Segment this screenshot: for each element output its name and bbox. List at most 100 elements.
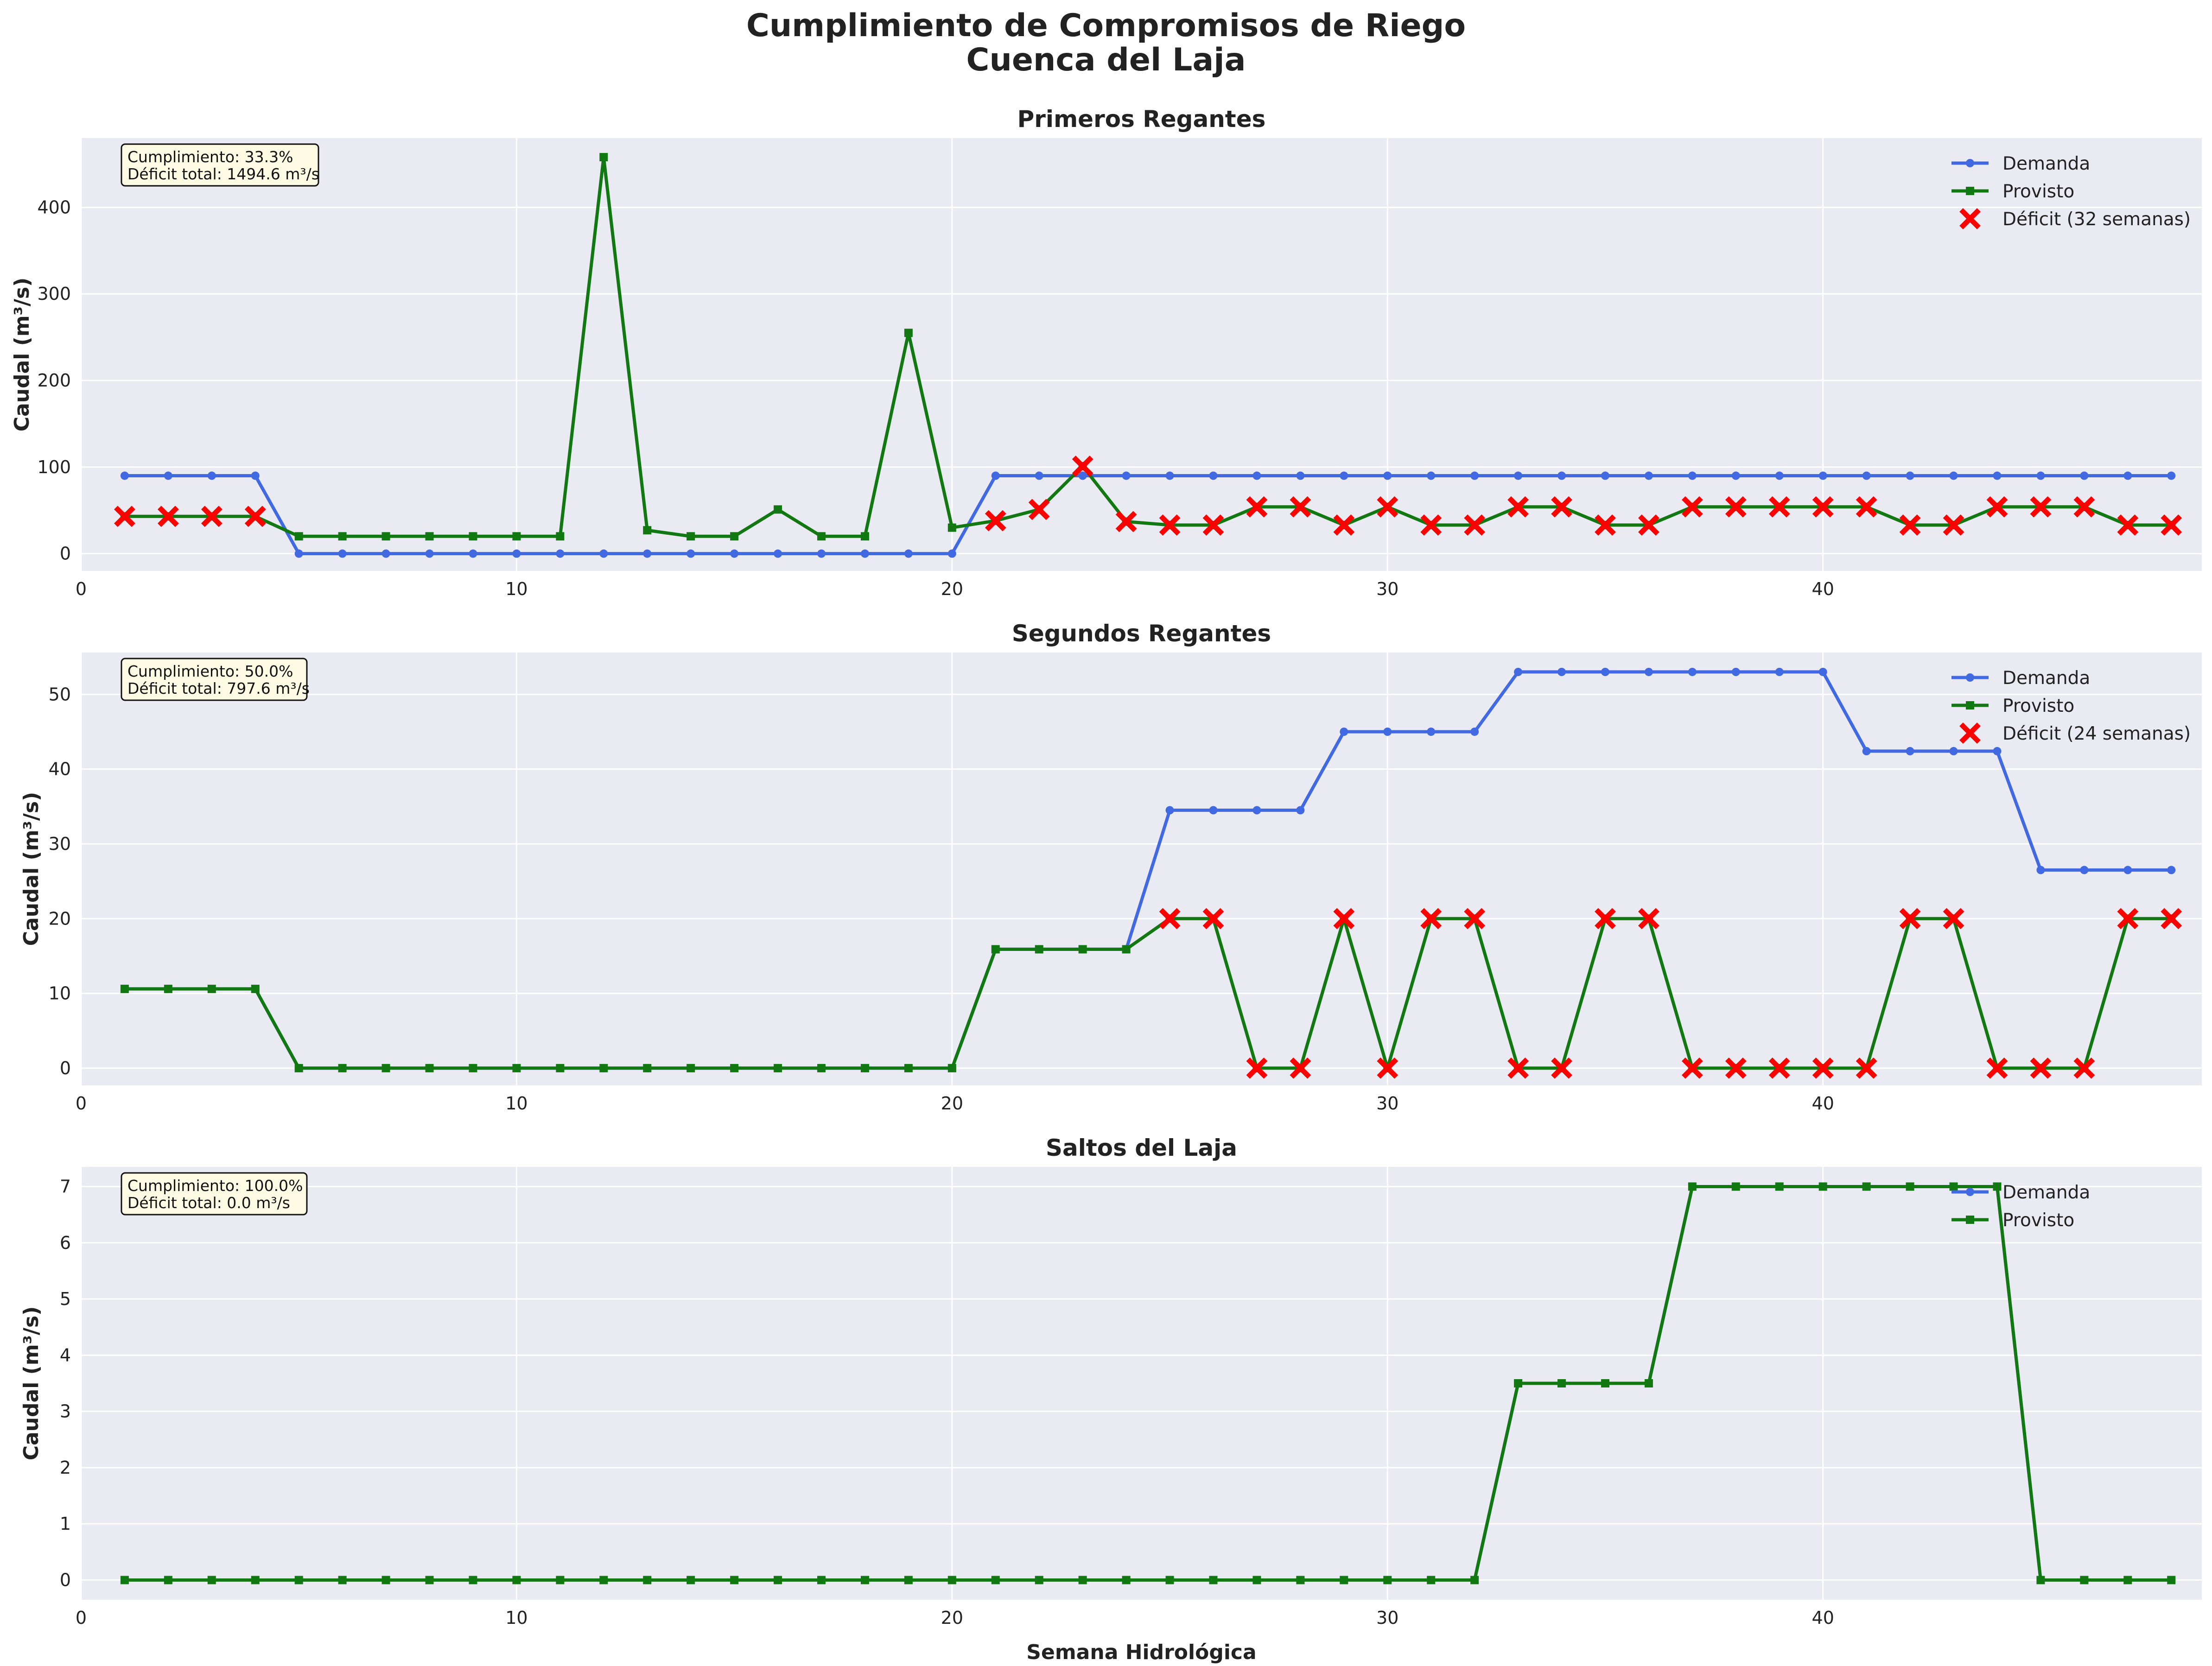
data-point — [1383, 1576, 1392, 1584]
deficit-marker-stroke — [1246, 1058, 1268, 1079]
data-point — [120, 1576, 129, 1584]
data-point — [817, 532, 826, 541]
data-point — [730, 1064, 739, 1072]
data-point — [1514, 471, 1523, 480]
data-point — [947, 523, 956, 532]
data-point — [991, 1576, 1000, 1584]
x-tick-label: 20 — [941, 1093, 963, 1114]
legend-marker — [1966, 673, 1974, 682]
data-point — [1252, 1576, 1261, 1584]
deficit-marker-stroke — [1899, 908, 1921, 930]
deficit-marker — [1899, 908, 1921, 930]
deficit-marker-stroke — [1595, 908, 1616, 930]
deficit-marker-stroke — [1812, 1058, 1834, 1079]
y-tick-label: 200 — [37, 370, 71, 391]
data-point — [686, 549, 695, 558]
deficit-markers — [1159, 908, 2182, 1079]
data-point — [774, 1064, 782, 1072]
data-point — [1601, 667, 1609, 676]
legend: Demanda Provisto Déficit (24 semanas) — [1951, 668, 2191, 744]
data-point — [1470, 471, 1479, 480]
deficit-marker — [1856, 496, 1877, 518]
stats-annotation: Cumplimiento: 33.3%Déficit total: 1494.6… — [121, 143, 319, 187]
data-point — [1296, 471, 1305, 480]
deficit-marker — [1377, 496, 1398, 518]
data-point — [1818, 1182, 1827, 1191]
deficit-marker — [1072, 456, 1093, 477]
deficit-marker — [2073, 496, 2095, 518]
annotation-box — [121, 143, 319, 187]
deficit-marker-stroke — [244, 506, 266, 527]
legend: Demanda Provisto — [1951, 1182, 2090, 1231]
data-point — [643, 549, 652, 558]
data-point — [860, 532, 869, 541]
x-tick-label: 10 — [505, 1093, 528, 1114]
deficit-marker — [1159, 908, 1181, 930]
legend-label: Demanda — [2002, 668, 2090, 689]
data-point — [1818, 667, 1827, 676]
data-point — [469, 549, 477, 558]
data-point — [1165, 471, 1174, 480]
deficit-marker — [2073, 1058, 2095, 1079]
deficit-marker — [1290, 496, 1311, 518]
deficit-marker-stroke — [1768, 496, 1790, 518]
data-point — [2080, 471, 2089, 480]
x-tick-label: 40 — [1812, 1608, 1834, 1628]
deficit-marker — [1812, 496, 1834, 518]
deficit-marker — [1638, 908, 1659, 930]
data-point — [381, 549, 390, 558]
data-point — [1775, 667, 1784, 676]
y-tick-label: 2 — [60, 1457, 71, 1478]
deficit-marker — [1246, 1058, 1268, 1079]
deficit-marker — [1507, 1058, 1529, 1079]
panel-title: Primeros Regantes — [1017, 106, 1266, 133]
deficit-marker-stroke — [1290, 1058, 1311, 1079]
deficit-marker — [1290, 1058, 1311, 1079]
deficit-marker-stroke — [1899, 514, 1921, 536]
deficit-marker-stroke — [2161, 908, 2182, 930]
deficit-marker-stroke — [1943, 514, 1964, 536]
data-point — [1340, 727, 1348, 736]
data-point — [338, 1576, 347, 1584]
data-point — [1949, 471, 1958, 480]
data-point — [207, 471, 216, 480]
data-point — [1688, 667, 1697, 676]
data-point — [1427, 471, 1436, 480]
legend-label: Déficit (24 semanas) — [2002, 723, 2191, 744]
x-tick-label: 30 — [1376, 579, 1398, 599]
deficit-marker-stroke — [1464, 514, 1486, 536]
figure-title-line2: Cuenca del Laja — [966, 42, 1246, 78]
data-point — [556, 532, 565, 541]
deficit-marker — [1681, 1058, 1703, 1079]
deficit-marker-stroke — [985, 510, 1006, 532]
y-tick-label: 100 — [37, 457, 71, 477]
data-point — [991, 471, 1000, 480]
data-point — [860, 1064, 869, 1072]
data-point — [120, 471, 129, 480]
data-point — [947, 549, 956, 558]
deficit-marker — [1768, 1058, 1790, 1079]
y-tick-label: 0 — [60, 1570, 71, 1590]
data-point — [2167, 866, 2176, 874]
data-point — [207, 984, 216, 993]
deficit-marker-stroke — [1290, 496, 1311, 518]
data-point — [2036, 866, 2045, 874]
data-point — [425, 532, 434, 541]
deficit-marker-stroke — [1768, 1058, 1790, 1079]
deficit-marker-stroke — [1420, 514, 1442, 536]
data-point — [164, 471, 172, 480]
data-point — [2123, 866, 2132, 874]
data-point — [643, 1064, 652, 1072]
deficit-marker — [157, 506, 179, 527]
data-point — [2080, 1576, 2089, 1584]
deficit-marker — [201, 506, 222, 527]
data-point — [2123, 1576, 2132, 1584]
deficit-marker — [1943, 514, 1964, 536]
x-tick-label: 20 — [941, 1608, 963, 1628]
deficit-marker-stroke — [1377, 1058, 1398, 1079]
deficit-marker — [1638, 514, 1659, 536]
deficit-marker — [1333, 514, 1355, 536]
y-tick-label: 50 — [49, 684, 71, 704]
data-point — [904, 549, 913, 558]
